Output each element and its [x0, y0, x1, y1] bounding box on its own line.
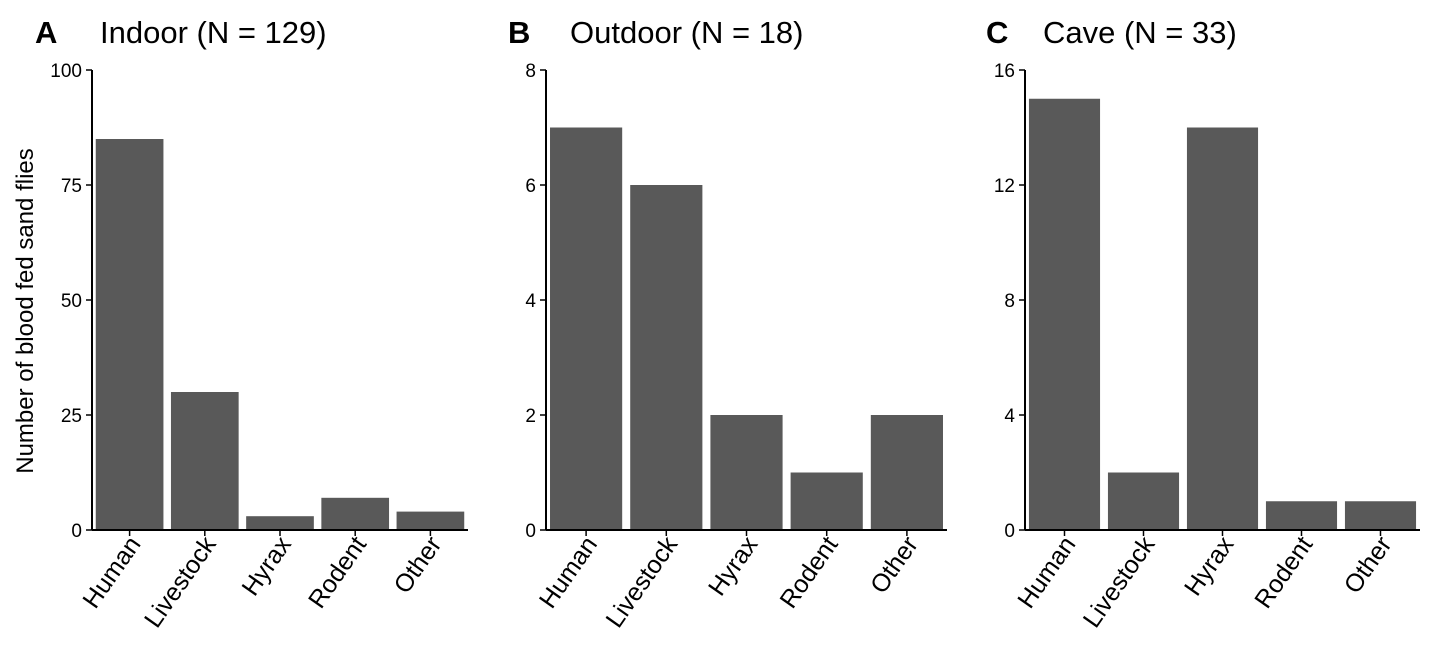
- y-tick-label: 0: [1004, 521, 1015, 542]
- y-tick-label: 8: [1004, 291, 1015, 312]
- panel-letter: C: [986, 15, 1008, 50]
- bar-rodent: [1265, 501, 1338, 530]
- y-tick-label: 16: [994, 61, 1015, 82]
- bar-other: [396, 511, 465, 530]
- x-tick-label-livestock: Livestock: [139, 531, 222, 633]
- bar-other: [1344, 501, 1417, 530]
- bar-livestock: [630, 185, 703, 530]
- bar-rodent: [321, 497, 390, 530]
- x-tick-label-other: Other: [389, 531, 448, 598]
- y-tick-label: 8: [525, 61, 536, 82]
- bar-hyrax: [1186, 127, 1259, 530]
- y-tick-label: 4: [1004, 406, 1015, 427]
- panel-letter: B: [508, 15, 530, 50]
- y-tick-label: 25: [61, 406, 82, 427]
- y-tick-label: 12: [994, 176, 1015, 197]
- x-tick-label-other: Other: [865, 531, 924, 598]
- x-tick-label-other: Other: [1339, 531, 1398, 598]
- bar-human: [95, 139, 164, 530]
- bar-human: [1028, 98, 1101, 530]
- panel-title: Outdoor (N = 18): [570, 15, 803, 50]
- x-tick-label-rodent: Rodent: [303, 531, 372, 613]
- panel-title: Cave (N = 33): [1043, 15, 1237, 50]
- bar-other: [870, 415, 943, 530]
- y-tick-label: 50: [61, 291, 82, 312]
- x-tick-label-hyrax: Hyrax: [703, 531, 764, 601]
- y-tick-label: 2: [525, 406, 536, 427]
- y-tick-label: 6: [525, 176, 536, 197]
- bar-rodent: [790, 472, 863, 530]
- x-tick-label-hyrax: Hyrax: [237, 531, 298, 601]
- x-tick-label-livestock: Livestock: [1078, 531, 1161, 633]
- y-tick-label: 100: [50, 61, 82, 82]
- panel-a: A Indoor (N = 129) 0 25 50 75 100 HumanLivestoc…: [35, 15, 468, 633]
- x-tick-label-livestock: Livestock: [601, 531, 684, 633]
- bar-hyrax: [246, 516, 314, 530]
- bar-livestock: [170, 392, 239, 530]
- y-tick-label: 4: [525, 291, 536, 312]
- bar-human: [550, 127, 623, 530]
- y-tick-label: 0: [525, 521, 536, 542]
- bar-hyrax: [710, 415, 783, 530]
- x-tick-label-rodent: Rodent: [1249, 531, 1318, 613]
- y-tick-label: 0: [71, 521, 82, 542]
- y-axis-label: Number of blood fed sand flies: [12, 148, 39, 474]
- panel-letter: A: [35, 15, 57, 50]
- x-tick-label-rodent: Rodent: [774, 531, 843, 613]
- y-tick-label: 75: [61, 176, 82, 197]
- bar-livestock: [1107, 472, 1180, 530]
- panels: A Indoor (N = 129)0255075100HumanLivestoc…: [35, 15, 1420, 633]
- x-tick-label-human: Human: [1012, 531, 1081, 613]
- x-tick-label-hyrax: Hyrax: [1179, 531, 1240, 601]
- x-tick-label-human: Human: [77, 531, 146, 613]
- panel-title: Indoor (N = 129): [100, 15, 327, 50]
- x-tick-label-human: Human: [534, 531, 603, 613]
